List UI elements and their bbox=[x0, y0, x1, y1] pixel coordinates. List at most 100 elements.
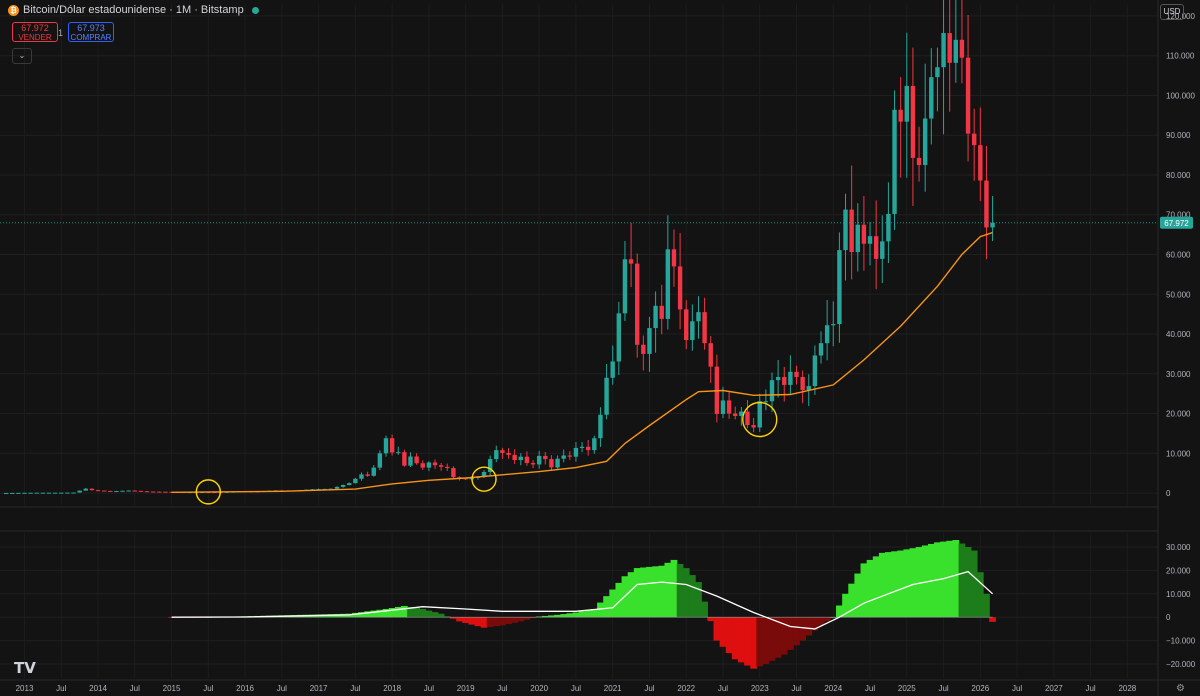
histogram-bar bbox=[970, 550, 978, 618]
candle-body bbox=[144, 491, 150, 493]
time-tick-label: 2017 bbox=[310, 684, 328, 693]
sell-button[interactable]: 67.972 VENDER bbox=[12, 22, 58, 42]
price-tick-label: 90.000 bbox=[1166, 131, 1191, 140]
histogram-bar bbox=[541, 615, 549, 618]
histogram-bar bbox=[897, 550, 905, 618]
candle bbox=[598, 407, 603, 447]
candle bbox=[383, 435, 389, 457]
histogram-bar bbox=[492, 617, 500, 627]
time-tick-label: Jul bbox=[497, 684, 507, 693]
candle bbox=[971, 108, 977, 181]
candle-body bbox=[402, 452, 407, 466]
candle-body bbox=[733, 413, 738, 416]
candle-body bbox=[16, 492, 21, 494]
candle-body bbox=[451, 468, 456, 478]
price-tick-label: 60.000 bbox=[1166, 251, 1191, 260]
symbol-title[interactable]: Bitcoin/Dólar estadounidense · 1M · Bits… bbox=[23, 4, 244, 16]
candle-body bbox=[929, 77, 934, 119]
oscillator-axis[interactable]: −20.000 −10.000 0 10.000 20.000 30.000 bbox=[1166, 543, 1196, 669]
histogram-bar bbox=[946, 540, 954, 618]
candle bbox=[77, 490, 82, 493]
candle bbox=[769, 372, 775, 412]
candle bbox=[990, 196, 995, 242]
histogram-bar bbox=[664, 562, 672, 618]
candle-body bbox=[383, 438, 389, 454]
sell-price: 67.972 bbox=[21, 23, 49, 33]
candle bbox=[114, 490, 119, 493]
histogram-bar bbox=[774, 617, 782, 658]
last-price-layer: 67.972 bbox=[0, 216, 1193, 229]
symbol-header[interactable]: ₿ Bitcoin/Dólar estadounidense · 1M · Bi… bbox=[8, 4, 259, 16]
time-axis[interactable]: 2013 Jul 2014 Jul 2015 Jul 2016 Jul 2017 Jul 2018 J… bbox=[16, 684, 1137, 693]
candle bbox=[843, 193, 848, 281]
histogram-bar bbox=[701, 601, 708, 618]
histogram-bar bbox=[407, 606, 414, 618]
histogram-bar bbox=[762, 617, 770, 664]
candle-body bbox=[604, 377, 609, 415]
histogram-bar bbox=[603, 596, 610, 618]
candle bbox=[555, 455, 560, 469]
candle bbox=[414, 453, 419, 465]
candle bbox=[108, 490, 113, 492]
candle-body bbox=[886, 213, 891, 242]
candle bbox=[677, 233, 683, 330]
candle bbox=[365, 471, 370, 477]
price-tick-label: 50.000 bbox=[1166, 290, 1191, 299]
candle-body bbox=[353, 478, 358, 484]
histogram-bar bbox=[633, 568, 641, 618]
candle-body bbox=[867, 236, 873, 244]
candle bbox=[984, 146, 989, 260]
moving-average-layer bbox=[171, 231, 993, 493]
histogram-bar bbox=[878, 552, 886, 618]
currency-selector[interactable]: USD bbox=[1160, 4, 1184, 20]
candle-body bbox=[904, 85, 909, 122]
histogram-bar bbox=[652, 566, 659, 618]
candle-body bbox=[150, 491, 156, 493]
candle bbox=[824, 300, 830, 361]
candle-body bbox=[653, 305, 658, 329]
candle bbox=[494, 445, 499, 463]
histogram-bar bbox=[921, 545, 929, 618]
candle bbox=[953, 0, 959, 83]
time-tick-label: 2027 bbox=[1045, 684, 1063, 693]
candle bbox=[347, 482, 352, 486]
candle-body bbox=[818, 343, 824, 356]
histogram-bar bbox=[352, 612, 359, 618]
candle bbox=[788, 355, 793, 395]
candle-body bbox=[659, 305, 664, 319]
candle bbox=[359, 472, 364, 481]
candle bbox=[22, 492, 27, 494]
collapse-chevron-icon[interactable]: ⌄ bbox=[12, 48, 32, 64]
candle bbox=[40, 492, 46, 494]
candle-body bbox=[77, 490, 82, 493]
sell-label: VENDER bbox=[18, 33, 52, 42]
candle bbox=[647, 316, 652, 372]
candle-body bbox=[52, 492, 58, 494]
candle bbox=[120, 490, 125, 492]
candle-body bbox=[40, 492, 46, 494]
candle-body bbox=[555, 458, 560, 468]
candle-body bbox=[46, 492, 52, 494]
settings-gear-icon[interactable]: ⚙ bbox=[1176, 683, 1185, 694]
histogram-bar bbox=[811, 617, 819, 631]
candle bbox=[402, 449, 407, 467]
candle-body bbox=[89, 488, 95, 491]
time-tick-label: Jul bbox=[203, 684, 213, 693]
histogram-bar bbox=[940, 541, 947, 618]
histogram-bar bbox=[836, 605, 843, 618]
candle bbox=[389, 434, 395, 456]
histogram-bar bbox=[505, 617, 512, 625]
histogram-bar bbox=[750, 617, 757, 669]
candle bbox=[708, 336, 713, 383]
histogram-bar bbox=[725, 617, 733, 654]
candle bbox=[101, 490, 107, 492]
price-axis[interactable]: 0 10.000 20.000 30.000 40.000 50.000 60.000 70.… bbox=[1166, 12, 1195, 498]
market-status-icon bbox=[251, 6, 259, 14]
tradingview-logo-icon[interactable]: TV bbox=[14, 659, 36, 677]
candle bbox=[396, 446, 401, 455]
candle-body bbox=[408, 456, 413, 466]
candle-body bbox=[549, 459, 554, 468]
buy-button[interactable]: 67.973 COMPRAR bbox=[68, 22, 114, 42]
histogram-bar bbox=[817, 617, 825, 626]
